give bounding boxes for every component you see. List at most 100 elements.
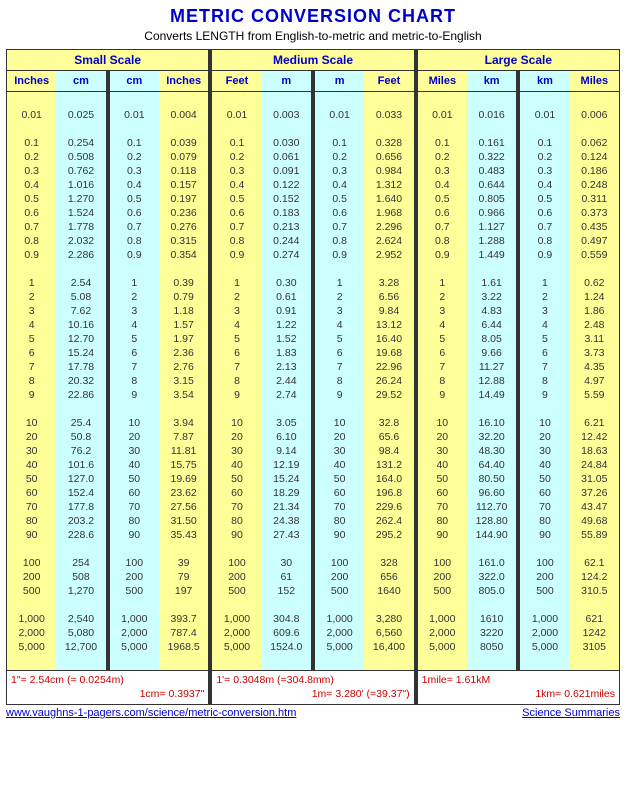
- cell-value: 3.94: [159, 416, 208, 430]
- cell-value: 2.36: [159, 346, 208, 360]
- cell-value: 4: [520, 318, 569, 332]
- cell-value: 1.61: [467, 276, 516, 290]
- cell-value: 0.276: [159, 220, 208, 234]
- cell-value: 8: [418, 374, 467, 388]
- cell-value: 2,000: [212, 626, 261, 640]
- cell-value: 5,000: [315, 640, 364, 654]
- cell-value: 500: [520, 584, 569, 598]
- cell-value: 1.127: [467, 220, 516, 234]
- cell-value: 0.01: [7, 108, 56, 122]
- cell-value: 0.8: [110, 234, 159, 248]
- cell-value: 0.7: [418, 220, 467, 234]
- cell-value: 8: [7, 374, 56, 388]
- cell-value: 1,270: [56, 584, 105, 598]
- cell-value: 322.0: [467, 570, 516, 584]
- cell-value: 8: [212, 374, 261, 388]
- cell-value: 40: [212, 458, 261, 472]
- cell-value: 177.8: [56, 500, 105, 514]
- cell-value: 0.2: [7, 150, 56, 164]
- cell-value: 50: [212, 472, 261, 486]
- cell-value: 7: [7, 360, 56, 374]
- cell-value: 0.6: [418, 206, 467, 220]
- cell-value: 0.118: [159, 164, 208, 178]
- cell-value: 49.68: [570, 514, 619, 528]
- cell-value: 50: [520, 472, 569, 486]
- cell-value: 0.2: [315, 150, 364, 164]
- cell-value: 1.57: [159, 318, 208, 332]
- cell-value: 2,000: [7, 626, 56, 640]
- cell-value: 328: [364, 556, 413, 570]
- cell-value: 0.01: [315, 108, 364, 122]
- cell-value: 20: [520, 430, 569, 444]
- cell-value: 0.3: [520, 164, 569, 178]
- cell-value: 6: [315, 346, 364, 360]
- source-link[interactable]: www.vaughns-1-pagers.com/science/metric-…: [6, 707, 296, 719]
- cell-value: 2.48: [570, 318, 619, 332]
- cell-value: 70: [315, 500, 364, 514]
- cell-value: 70: [418, 500, 467, 514]
- cell-value: 200: [418, 570, 467, 584]
- footnote-row: 1"= 2.54cm (= 0.0254m) 1cm= 0.3937" 1'= …: [6, 671, 620, 705]
- cell-value: 1,000: [212, 612, 261, 626]
- cell-value: 0.9: [315, 248, 364, 262]
- cell-value: 1.22: [262, 318, 311, 332]
- cell-value: 55.89: [570, 528, 619, 542]
- cell-value: 3: [212, 304, 261, 318]
- cell-value: 295.2: [364, 528, 413, 542]
- cell-value: 2.44: [262, 374, 311, 388]
- cell-value: 90: [520, 528, 569, 542]
- footnote-medium-left: 1'= 0.3048m (=304.8mm): [216, 674, 409, 688]
- cell-value: 80: [110, 514, 159, 528]
- section-medium-scale: Medium Scale Feet m m Feet 0.010.10.20.3…: [212, 50, 417, 670]
- cell-value: 0.435: [570, 220, 619, 234]
- cell-value: 1.312: [364, 178, 413, 192]
- cell-value: 0.79: [159, 290, 208, 304]
- cell-value: 9.14: [262, 444, 311, 458]
- cell-value: 0.1: [7, 136, 56, 150]
- cell-value: 30: [520, 444, 569, 458]
- cell-value: 90: [418, 528, 467, 542]
- cell-value: 0.4: [7, 178, 56, 192]
- cell-value: 80: [315, 514, 364, 528]
- col-cm-2: cm: [110, 71, 159, 91]
- cell-value: 27.56: [159, 500, 208, 514]
- cell-value: 3: [418, 304, 467, 318]
- cell-value: 101.6: [56, 458, 105, 472]
- cell-value: 15.75: [159, 458, 208, 472]
- cell-value: 18.63: [570, 444, 619, 458]
- cell-value: 62.1: [570, 556, 619, 570]
- col-miles-2: Miles: [570, 71, 619, 91]
- cell-value: 20.32: [56, 374, 105, 388]
- cell-value: 0.006: [570, 108, 619, 122]
- cell-value: 1,000: [315, 612, 364, 626]
- cell-value: 10: [7, 416, 56, 430]
- cell-value: 310.5: [570, 584, 619, 598]
- cell-value: 500: [315, 584, 364, 598]
- conversion-table: Small Scale Inches cm cm Inches 0.010.10…: [6, 49, 620, 671]
- cell-value: 0.6: [520, 206, 569, 220]
- cell-value: 9.84: [364, 304, 413, 318]
- cell-value: 40: [418, 458, 467, 472]
- cell-value: 0.254: [56, 136, 105, 150]
- cell-value: 0.373: [570, 206, 619, 220]
- cell-value: 0.2: [110, 150, 159, 164]
- cell-value: 9.66: [467, 346, 516, 360]
- summaries-link[interactable]: Science Summaries: [522, 707, 620, 719]
- cell-value: 9: [7, 388, 56, 402]
- cell-value: 3.73: [570, 346, 619, 360]
- cell-value: 0.197: [159, 192, 208, 206]
- cell-value: 787.4: [159, 626, 208, 640]
- cell-value: 0.8: [315, 234, 364, 248]
- cell-value: 0.984: [364, 164, 413, 178]
- cell-value: 128.80: [467, 514, 516, 528]
- cell-value: 500: [212, 584, 261, 598]
- cell-value: 0.025: [56, 108, 105, 122]
- cell-value: 0.062: [570, 136, 619, 150]
- cell-value: 0.315: [159, 234, 208, 248]
- cell-value: 25.4: [56, 416, 105, 430]
- rows-medium: 0.010.10.20.30.40.50.60.70.80.9123456789…: [212, 92, 413, 670]
- cell-value: 5,000: [7, 640, 56, 654]
- cell-value: 0.354: [159, 248, 208, 262]
- cell-value: 1.449: [467, 248, 516, 262]
- cell-value: 100: [7, 556, 56, 570]
